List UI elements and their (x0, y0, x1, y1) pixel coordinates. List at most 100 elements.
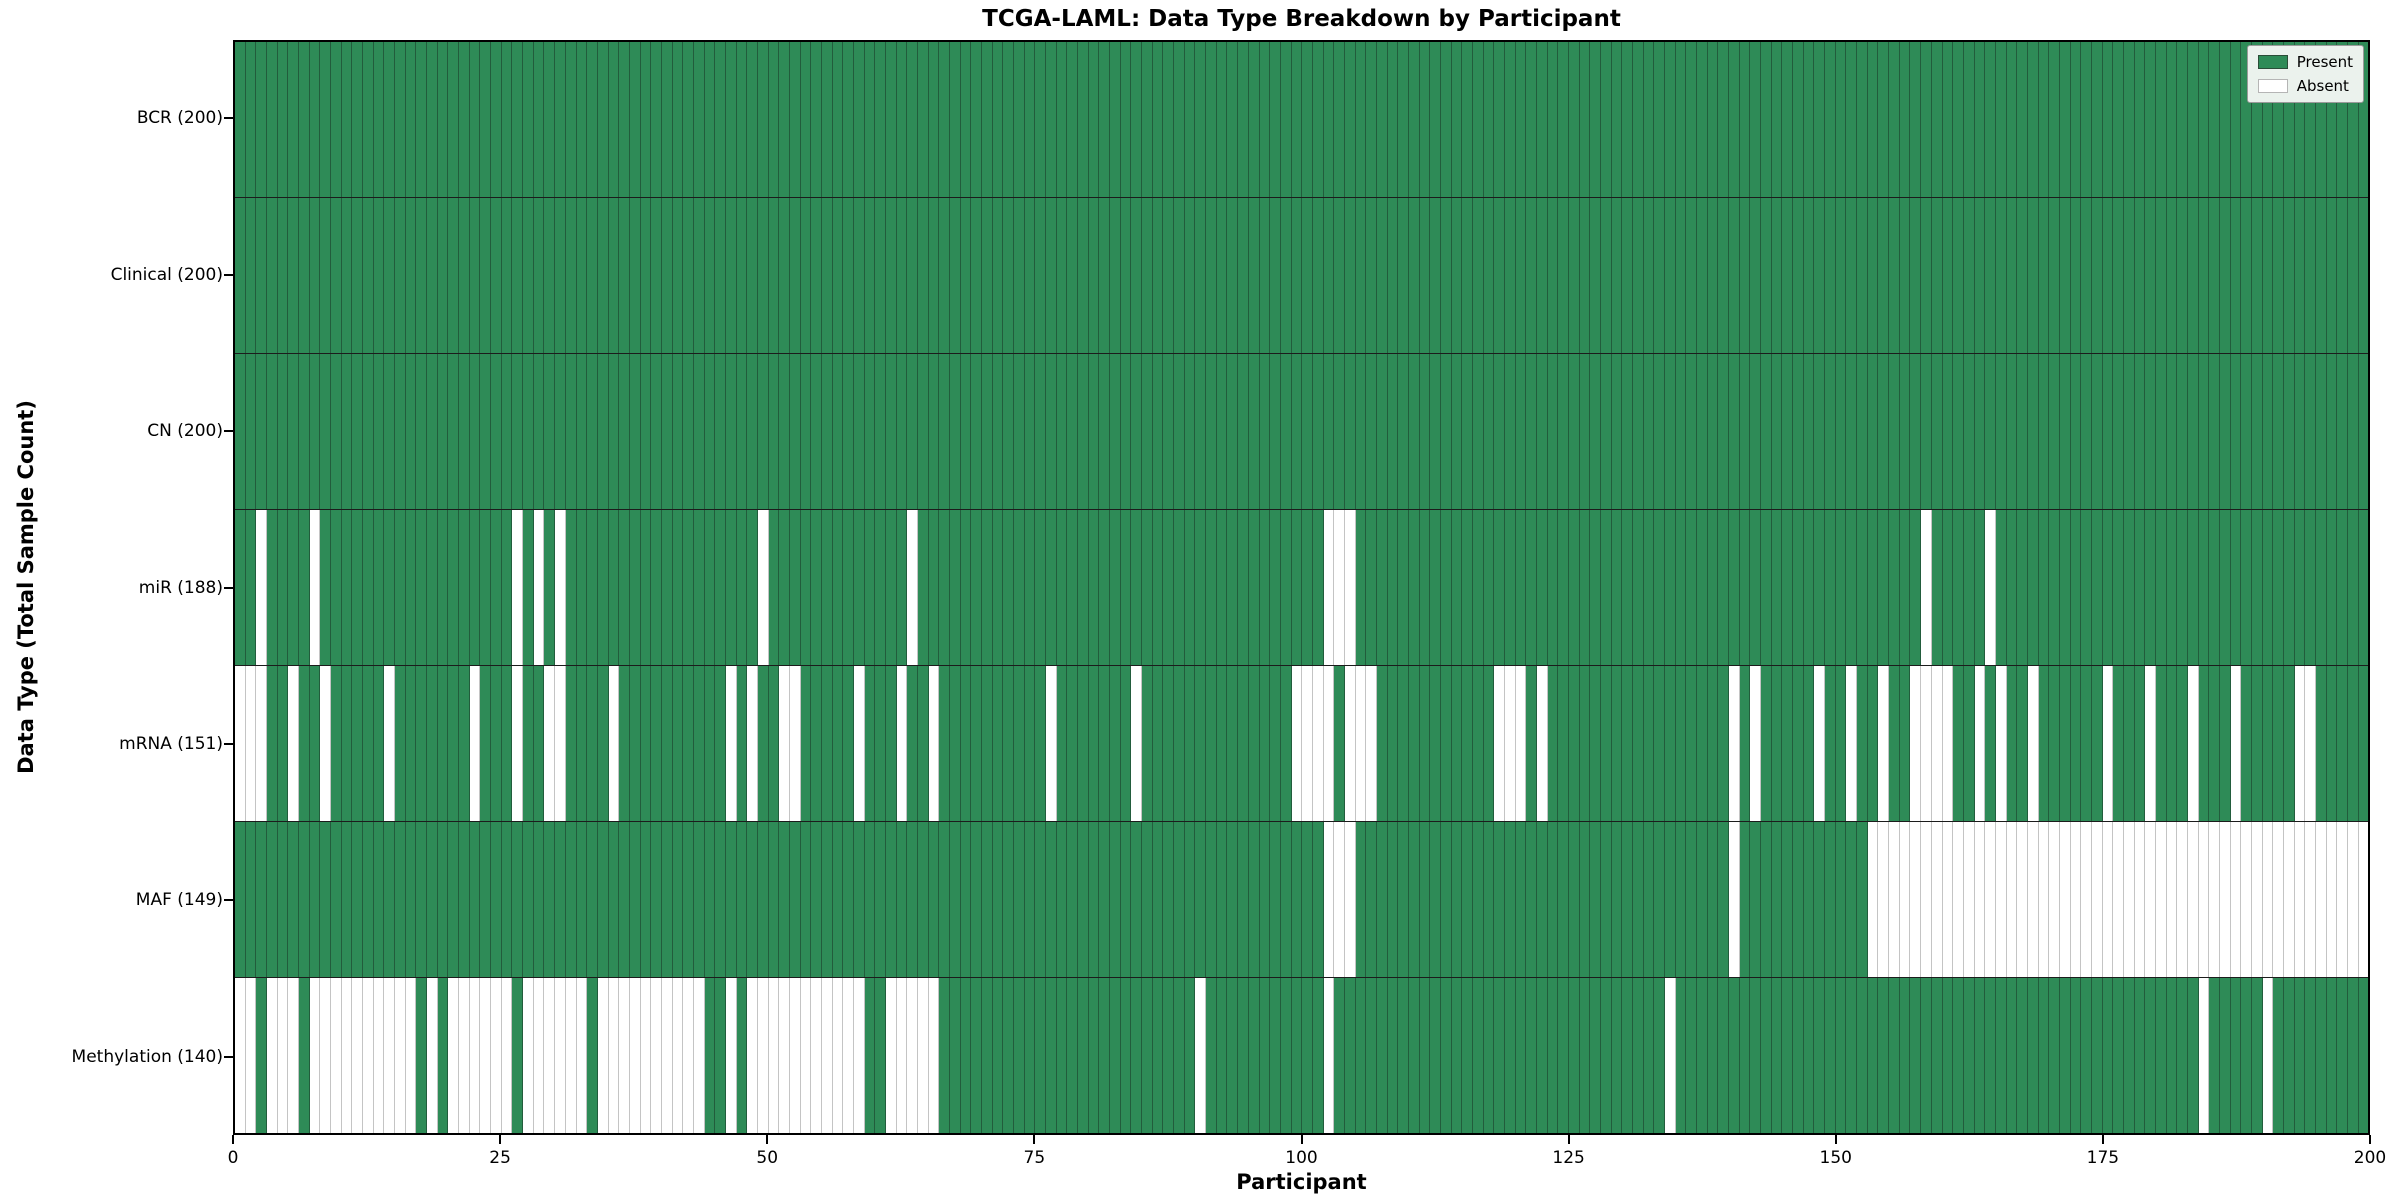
heatmap-cell (1120, 510, 1132, 665)
heatmap-cell (1771, 42, 1783, 197)
heatmap-cell (789, 198, 801, 353)
heatmap-cell (725, 354, 737, 509)
heatmap-cell (1739, 978, 1751, 1133)
heatmap-cell (1088, 822, 1100, 977)
x-tick-mark (1300, 1135, 1303, 1144)
heatmap-cell (565, 198, 577, 353)
heatmap-cell (885, 510, 897, 665)
x-tick-label: 75 (1023, 1148, 1046, 1168)
heatmap-cell (853, 354, 865, 509)
heatmap-cell (1014, 666, 1025, 821)
heatmap-cell (523, 42, 534, 197)
heatmap-cell (1803, 666, 1815, 821)
heatmap-cell (1654, 666, 1666, 821)
heatmap-cell (832, 198, 844, 353)
heatmap-cell (1793, 978, 1804, 1133)
heatmap-cell (725, 666, 737, 821)
heatmap-cell (1729, 978, 1740, 1133)
heatmap-cell (480, 978, 492, 1133)
heatmap-cell (1227, 198, 1239, 353)
heatmap-cell (1526, 822, 1537, 977)
heatmap-cell (1846, 510, 1858, 665)
heatmap-cell (1312, 42, 1324, 197)
heatmap-cell (1259, 510, 1271, 665)
heatmap-cell (2091, 42, 2103, 197)
heatmap-cell (1184, 354, 1196, 509)
legend-present-label: Present (2296, 53, 2353, 71)
heatmap-cell (1718, 666, 1730, 821)
heatmap-cell (1568, 42, 1580, 197)
heatmap-cell (1665, 978, 1676, 1133)
heatmap-cell (1558, 354, 1569, 509)
heatmap-cell (1633, 42, 1644, 197)
heatmap-cell (939, 822, 951, 977)
heatmap-cell (843, 978, 854, 1133)
heatmap-cell (1142, 978, 1153, 1133)
heatmap-cell (1366, 510, 1377, 665)
heatmap-cell (907, 978, 918, 1133)
heatmap-cell (1184, 978, 1196, 1133)
heatmap-cell (555, 822, 566, 977)
heatmap-cell (1622, 354, 1634, 509)
heatmap-cell (1046, 822, 1057, 977)
heatmap-cell (779, 42, 790, 197)
heatmap-cell (928, 510, 940, 665)
heatmap-cell (352, 42, 364, 197)
heatmap-cell (768, 978, 780, 1133)
heatmap-cell (1921, 978, 1932, 1133)
heatmap-cell (1195, 198, 1207, 353)
heatmap-cell (651, 42, 662, 197)
heatmap-cell (1280, 198, 1292, 353)
heatmap-cell (2209, 198, 2220, 353)
heatmap-cell (459, 978, 470, 1133)
heatmap-cell (1536, 822, 1548, 977)
heatmap-cell (918, 666, 929, 821)
heatmap-cell (1825, 510, 1836, 665)
heatmap-cell (1974, 198, 1986, 353)
x-axis-label: Participant (1236, 1170, 1367, 1194)
heatmap-cell (2358, 978, 2369, 1133)
heatmap-cell (1963, 42, 1975, 197)
heatmap-cell (2187, 666, 2199, 821)
heatmap-cell (1035, 822, 1047, 977)
heatmap-cell (1216, 198, 1228, 353)
heatmap-cell (2187, 354, 2199, 509)
heatmap-cell (427, 978, 438, 1133)
heatmap-cell (1857, 822, 1868, 977)
heatmap-cell (821, 978, 833, 1133)
heatmap-cell (992, 822, 1004, 977)
heatmap-cell (299, 42, 310, 197)
heatmap-cell (501, 510, 513, 665)
heatmap-cell (2316, 666, 2327, 821)
heatmap-cell (1152, 978, 1164, 1133)
heatmap-cell (1857, 354, 1868, 509)
heatmap-cell (277, 822, 289, 977)
heatmap-cell (2305, 822, 2317, 977)
heatmap-cell (896, 42, 908, 197)
heatmap-cell (373, 42, 385, 197)
heatmap-cell (469, 510, 481, 665)
heatmap-cell (1985, 978, 1996, 1133)
heatmap-cell (544, 978, 556, 1133)
heatmap-cell (1771, 510, 1783, 665)
heatmap-cell (1110, 510, 1121, 665)
heatmap-cell (320, 42, 332, 197)
heatmap-cell (1302, 42, 1313, 197)
heatmap-cell (1942, 510, 1954, 665)
heatmap-cell (1035, 42, 1047, 197)
y-tick-label-MAF: MAF (149) (135, 890, 223, 911)
heatmap-cell (2284, 666, 2295, 821)
heatmap-cell (1835, 978, 1847, 1133)
heatmap-cell (789, 822, 801, 977)
heatmap-cell (1547, 198, 1559, 353)
heatmap-cell (2326, 354, 2338, 509)
x-tick-mark (232, 1135, 234, 1144)
heatmap-cell (395, 822, 406, 977)
heatmap-cell (2326, 42, 2338, 197)
heatmap-cell (1227, 42, 1239, 197)
heatmap-cell (320, 354, 332, 509)
heatmap-cell (416, 354, 428, 509)
x-tick-mark (1033, 1135, 1036, 1144)
heatmap-cell (939, 354, 951, 509)
heatmap-cell (1633, 510, 1644, 665)
